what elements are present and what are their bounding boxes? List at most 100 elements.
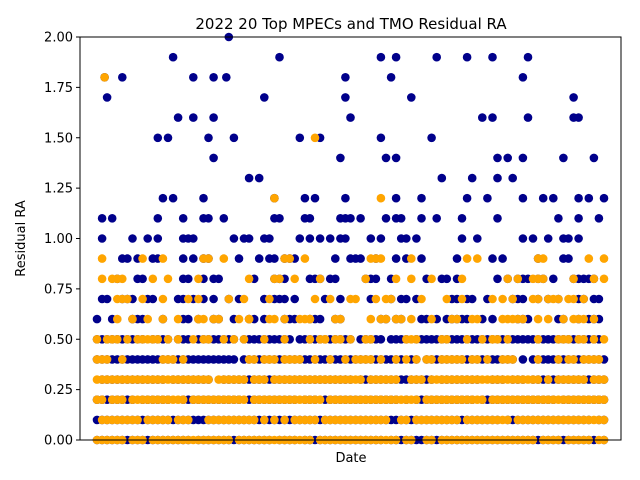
x-axis-label: Date bbox=[335, 451, 366, 466]
chart-title: 2022 20 Top MPECs and TMO Residual RA bbox=[195, 15, 507, 33]
data-point bbox=[244, 173, 254, 183]
data-point bbox=[376, 335, 386, 344]
data-point bbox=[148, 274, 158, 284]
data-point bbox=[189, 335, 198, 344]
data-point bbox=[589, 314, 599, 324]
data-point bbox=[229, 355, 239, 364]
data-point bbox=[138, 294, 147, 304]
data-point bbox=[386, 294, 396, 304]
data-point bbox=[260, 415, 269, 425]
data-point bbox=[325, 234, 335, 243]
data-point bbox=[270, 355, 279, 364]
data-point bbox=[508, 355, 517, 364]
data-point bbox=[173, 335, 183, 344]
data-point bbox=[594, 294, 604, 304]
data-point bbox=[209, 294, 218, 304]
data-point bbox=[518, 193, 528, 203]
data-point bbox=[564, 254, 573, 263]
data-point bbox=[584, 193, 594, 203]
data-point bbox=[457, 214, 467, 223]
data-point bbox=[204, 214, 213, 223]
data-point bbox=[315, 234, 325, 243]
data-point bbox=[554, 294, 563, 304]
data-point bbox=[366, 314, 376, 324]
data-point bbox=[427, 274, 436, 284]
data-point bbox=[533, 335, 543, 344]
data-point bbox=[341, 93, 350, 102]
data-point bbox=[376, 355, 386, 364]
data-point bbox=[280, 294, 289, 304]
data-point bbox=[427, 355, 436, 364]
data-point bbox=[118, 395, 127, 405]
data-point bbox=[270, 415, 279, 425]
data-point bbox=[102, 294, 112, 304]
data-point bbox=[391, 153, 401, 163]
data-point bbox=[315, 274, 325, 284]
data-point bbox=[498, 294, 507, 304]
data-point bbox=[442, 294, 452, 304]
data-point bbox=[249, 355, 259, 364]
data-point bbox=[518, 294, 528, 304]
data-point bbox=[376, 254, 386, 263]
data-point bbox=[407, 274, 416, 284]
data-point bbox=[341, 234, 350, 243]
data-point bbox=[488, 52, 497, 62]
data-point bbox=[366, 234, 376, 243]
data-point bbox=[163, 335, 173, 344]
data-point bbox=[168, 355, 178, 364]
data-point bbox=[305, 214, 315, 223]
data-point bbox=[275, 214, 284, 223]
data-point bbox=[452, 415, 462, 425]
data-point bbox=[599, 335, 609, 344]
data-point bbox=[214, 314, 223, 324]
data-point bbox=[457, 355, 467, 364]
data-point bbox=[417, 294, 426, 304]
data-point bbox=[366, 355, 376, 364]
data-point bbox=[305, 314, 315, 324]
data-point bbox=[442, 274, 452, 284]
data-point bbox=[594, 355, 604, 364]
data-point bbox=[178, 395, 188, 405]
data-point bbox=[376, 193, 386, 203]
data-point bbox=[244, 274, 254, 284]
data-point bbox=[559, 153, 568, 163]
data-point bbox=[209, 113, 218, 122]
y-axis: 0.00 0.25 0.50 0.75 1.00 1.25 1.50 1.75 2.00 bbox=[44, 31, 80, 449]
data-point bbox=[579, 335, 588, 344]
data-point bbox=[173, 314, 183, 324]
data-point bbox=[310, 355, 320, 364]
data-point bbox=[285, 254, 295, 263]
data-point bbox=[599, 254, 609, 263]
data-point bbox=[239, 375, 249, 384]
data-point bbox=[361, 274, 371, 284]
data-point bbox=[143, 314, 152, 324]
y-tick-label: 1.50 bbox=[44, 131, 73, 146]
y-tick-label: 0.25 bbox=[44, 383, 73, 398]
data-point bbox=[158, 254, 168, 263]
y-tick-label: 2.00 bbox=[44, 31, 73, 46]
data-point bbox=[189, 113, 198, 122]
data-point bbox=[417, 214, 426, 223]
data-point bbox=[184, 294, 193, 304]
data-point bbox=[275, 52, 284, 62]
data-point bbox=[173, 113, 183, 122]
data-point bbox=[417, 193, 426, 203]
data-point bbox=[574, 113, 583, 122]
data-point bbox=[559, 314, 568, 324]
data-point bbox=[594, 214, 604, 223]
data-point bbox=[533, 254, 543, 263]
data-point bbox=[457, 234, 467, 243]
data-point bbox=[391, 193, 401, 203]
data-point bbox=[153, 214, 163, 223]
data-point bbox=[366, 335, 376, 344]
data-point bbox=[123, 335, 132, 344]
data-point bbox=[222, 73, 231, 82]
data-point bbox=[128, 234, 137, 243]
data-point bbox=[97, 254, 107, 263]
data-point bbox=[508, 294, 517, 304]
data-point bbox=[493, 153, 502, 163]
data-point bbox=[356, 254, 365, 263]
data-point bbox=[503, 153, 512, 163]
data-point bbox=[239, 335, 249, 344]
data-point bbox=[128, 314, 137, 324]
